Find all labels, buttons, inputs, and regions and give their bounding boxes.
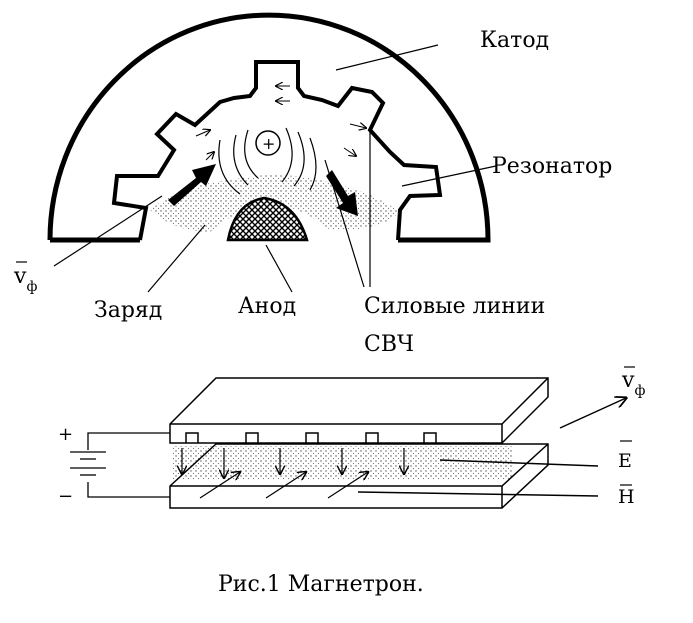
positive-charge-circle xyxy=(255,130,281,156)
cathode-outer-arc xyxy=(47,12,491,243)
h-leader xyxy=(357,491,599,497)
planar-model xyxy=(16,261,635,509)
positive-charge-sign: + xyxy=(262,134,275,153)
magnetron-cross-section: + xyxy=(47,12,497,293)
h-field-label: H xyxy=(618,486,635,508)
figure-caption: Рис.1 Магнетрон. xyxy=(218,572,424,597)
electron-flow-arrow-right xyxy=(326,170,358,216)
leader-lines xyxy=(53,44,497,293)
e-leader xyxy=(439,459,599,467)
bottom-plate xyxy=(169,443,549,509)
slot-arrows xyxy=(195,86,366,161)
phase-velocity-subscript-2: ф xyxy=(634,383,646,399)
battery-minus-label: − xyxy=(58,486,74,507)
resonator-cavities xyxy=(111,60,443,241)
e-field-arrows xyxy=(182,448,404,478)
phase-velocity-label-top: vф xyxy=(14,264,37,295)
resonator-label: Резонатор xyxy=(492,154,613,179)
electron-flow-arrow-left xyxy=(168,164,216,206)
anode-shape xyxy=(226,196,309,242)
charge-label: Заряд xyxy=(94,298,163,323)
phase-velocity-symbol-2: v xyxy=(622,368,635,393)
power-circuit xyxy=(70,432,170,498)
phase-velocity-label-bottom: vф xyxy=(622,368,645,399)
vector-overbars xyxy=(16,261,635,486)
microwave-field-lines xyxy=(218,127,317,195)
cathode-label: Катод xyxy=(480,28,550,53)
phase-velocity-arrow xyxy=(559,398,626,429)
phase-velocity-subscript: ф xyxy=(26,279,38,295)
top-plate xyxy=(169,377,549,444)
field-lines-label-line1: Силовые линии xyxy=(364,294,546,319)
top-plate-teeth xyxy=(185,432,437,443)
phase-velocity-symbol: v xyxy=(14,264,27,289)
battery-plus-label: + xyxy=(58,424,74,445)
h-field-arrows xyxy=(199,472,368,499)
anode-label: Анод xyxy=(238,294,297,319)
e-field-label: E xyxy=(618,450,632,472)
field-lines-label-line2: СВЧ xyxy=(364,332,415,357)
